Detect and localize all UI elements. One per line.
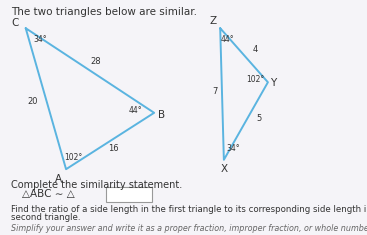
Text: △ABC ∼ △: △ABC ∼ △: [22, 189, 75, 199]
Text: 20: 20: [28, 97, 38, 106]
Text: Simplify your answer and write it as a proper fraction, improper fraction, or wh: Simplify your answer and write it as a p…: [11, 224, 367, 233]
Text: 4: 4: [252, 45, 258, 54]
Text: 34°: 34°: [226, 144, 240, 153]
Text: B: B: [158, 110, 165, 120]
Text: 34°: 34°: [33, 35, 47, 44]
Text: 102°: 102°: [246, 75, 264, 84]
Text: C: C: [11, 19, 18, 28]
Text: Complete the similarity statement.: Complete the similarity statement.: [11, 180, 182, 190]
Text: Find the ratio of a side length in the first triangle to its corresponding side : Find the ratio of a side length in the f…: [11, 205, 367, 214]
Text: 28: 28: [90, 57, 101, 66]
Text: X: X: [220, 164, 228, 174]
Text: 44°: 44°: [129, 106, 143, 115]
Text: 16: 16: [109, 144, 119, 153]
Text: 5: 5: [256, 114, 261, 123]
Text: Z: Z: [209, 16, 217, 26]
Text: 7: 7: [212, 87, 217, 96]
FancyBboxPatch shape: [106, 187, 152, 202]
Text: 102°: 102°: [64, 153, 83, 162]
Text: A: A: [55, 174, 62, 184]
Text: 44°: 44°: [221, 35, 235, 44]
Text: second triangle.: second triangle.: [11, 213, 80, 222]
Text: The two triangles below are similar.: The two triangles below are similar.: [11, 7, 197, 17]
Text: Y: Y: [270, 78, 277, 88]
